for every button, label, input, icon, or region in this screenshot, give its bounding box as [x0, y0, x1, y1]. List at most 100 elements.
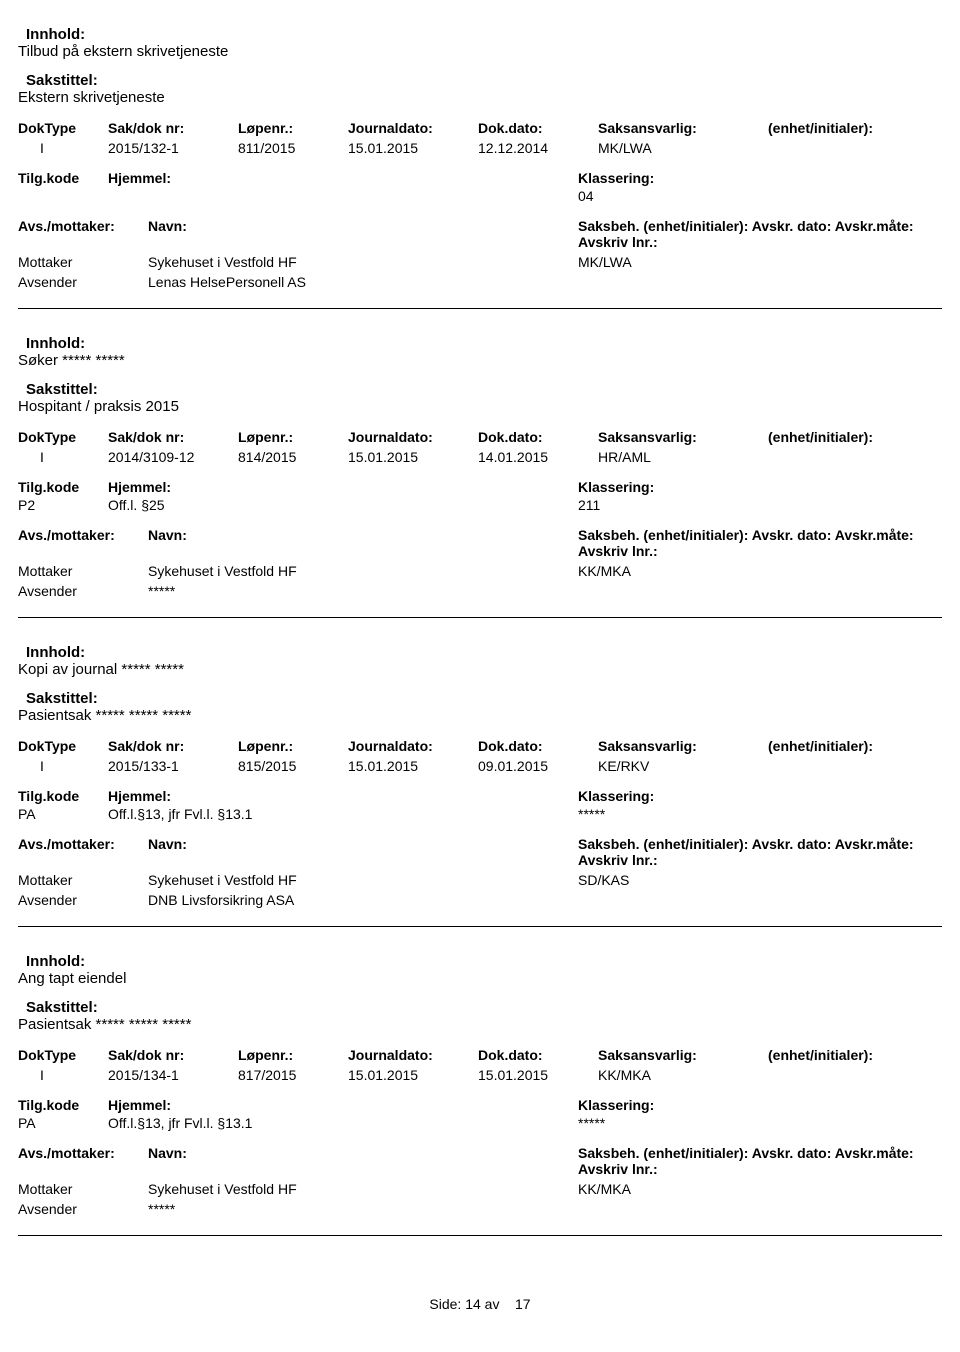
avsender-row: Avsender *****: [18, 583, 942, 599]
avsender-label: Avsender: [18, 892, 148, 908]
hdr-doktype: DokType: [18, 429, 108, 445]
page-footer: Side: 14 av 17: [18, 1296, 942, 1312]
val-klassering: *****: [578, 806, 778, 822]
hdr-saksbeh: Saksbeh. (enhet/initialer): Avskr. dato:…: [578, 527, 938, 559]
sakstittel-value: Pasientsak ***** ***** *****: [18, 1016, 942, 1033]
hdr-navn: Navn:: [148, 218, 338, 250]
journal-entry: Innhold: Ang tapt eiendel Sakstittel: Pa…: [18, 927, 942, 1217]
avsender-navn: *****: [148, 583, 338, 599]
val-journaldato: 15.01.2015: [348, 449, 478, 465]
hdr-tilgkode: Tilg.kode: [18, 1097, 108, 1113]
avsender-navn: DNB Livsforsikring ASA: [148, 892, 338, 908]
hdr-lopenr: Løpenr.:: [238, 738, 348, 754]
side-label: Side:: [429, 1296, 461, 1312]
avsender-row: Avsender *****: [18, 1201, 942, 1217]
page-total: 17: [515, 1296, 531, 1312]
val-tilgkode: PA: [18, 806, 108, 822]
val-klassering: 211: [578, 497, 778, 513]
meta-row: I 2015/134-1 817/2015 15.01.2015 15.01.2…: [18, 1067, 942, 1083]
mottaker-navn: Sykehuset i Vestfold HF: [148, 872, 338, 888]
hdr-sakdoknr: Sak/dok nr:: [108, 1047, 238, 1063]
hdr-journaldato: Journaldato:: [348, 1047, 478, 1063]
val-sakdoknr: 2015/133-1: [108, 758, 238, 774]
val-dokdato: 15.01.2015: [478, 1067, 598, 1083]
avsender-navn: Lenas HelsePersonell AS: [148, 274, 338, 290]
sakstittel-label: Sakstittel:: [26, 381, 942, 398]
val-journaldato: 15.01.2015: [348, 140, 478, 156]
val-saksansvarlig: KE/RKV: [598, 758, 768, 774]
hdr-saksansvarlig: Saksansvarlig:: [598, 120, 768, 136]
val-klassering: *****: [578, 1115, 778, 1131]
hdr-klassering: Klassering:: [578, 170, 778, 186]
avsender-label: Avsender: [18, 1201, 148, 1217]
mottaker-label: Mottaker: [18, 872, 148, 888]
meta-row: I 2015/132-1 811/2015 15.01.2015 12.12.2…: [18, 140, 942, 156]
sakstittel-value: Ekstern skrivetjeneste: [18, 89, 942, 106]
val-doktype: I: [18, 758, 108, 774]
innhold-label: Innhold:: [26, 335, 942, 352]
meta-header: DokType Sak/dok nr: Løpenr.: Journaldato…: [18, 429, 942, 445]
innhold-value: Ang tapt eiendel: [18, 970, 942, 987]
journal-entry: Innhold: Tilbud på ekstern skrivetjenest…: [18, 0, 942, 290]
hdr-tilgkode: Tilg.kode: [18, 170, 108, 186]
innhold-label: Innhold:: [26, 26, 942, 43]
hdr-hjemmel: Hjemmel:: [108, 1097, 328, 1113]
avsender-row: Avsender Lenas HelsePersonell AS: [18, 274, 942, 290]
entries-container: Innhold: Tilbud på ekstern skrivetjenest…: [18, 0, 942, 1236]
mottaker-navn: Sykehuset i Vestfold HF: [148, 1181, 338, 1197]
hdr-doktype: DokType: [18, 738, 108, 754]
hdr-journaldato: Journaldato:: [348, 738, 478, 754]
tilg-kls-row: P2 Off.l. §25 211: [18, 497, 942, 513]
page-current: 14 av: [465, 1296, 499, 1312]
meta-row: I 2014/3109-12 814/2015 15.01.2015 14.01…: [18, 449, 942, 465]
mottaker-row: Mottaker Sykehuset i Vestfold HF MK/LWA: [18, 254, 942, 270]
tilg-kls-header: Tilg.kode Hjemmel: Klassering:: [18, 170, 942, 186]
hdr-journaldato: Journaldato:: [348, 429, 478, 445]
mottaker-row: Mottaker Sykehuset i Vestfold HF KK/MKA: [18, 1181, 942, 1197]
mottaker-row: Mottaker Sykehuset i Vestfold HF SD/KAS: [18, 872, 942, 888]
hdr-doktype: DokType: [18, 1047, 108, 1063]
hdr-navn: Navn:: [148, 836, 338, 868]
hdr-lopenr: Løpenr.:: [238, 1047, 348, 1063]
sakstittel-value: Hospitant / praksis 2015: [18, 398, 942, 415]
val-tilgkode: PA: [18, 1115, 108, 1131]
hdr-journaldato: Journaldato:: [348, 120, 478, 136]
hdr-sakdoknr: Sak/dok nr:: [108, 120, 238, 136]
meta-header: DokType Sak/dok nr: Løpenr.: Journaldato…: [18, 1047, 942, 1063]
val-doktype: I: [18, 140, 108, 156]
avs-header: Avs./mottaker: Navn: Saksbeh. (enhet/ini…: [18, 218, 942, 250]
mottaker-row: Mottaker Sykehuset i Vestfold HF KK/MKA: [18, 563, 942, 579]
hdr-avsmottaker: Avs./mottaker:: [18, 1145, 148, 1177]
hdr-dokdato: Dok.dato:: [478, 120, 598, 136]
val-doktype: I: [18, 449, 108, 465]
val-sakdoknr: 2015/132-1: [108, 140, 238, 156]
hdr-hjemmel: Hjemmel:: [108, 170, 328, 186]
tilg-kls-row: 04: [18, 188, 942, 204]
mottaker-navn: Sykehuset i Vestfold HF: [148, 254, 338, 270]
avs-header: Avs./mottaker: Navn: Saksbeh. (enhet/ini…: [18, 527, 942, 559]
hdr-dokdato: Dok.dato:: [478, 738, 598, 754]
hdr-sakdoknr: Sak/dok nr:: [108, 429, 238, 445]
hdr-lopenr: Løpenr.:: [238, 429, 348, 445]
avsender-navn: *****: [148, 1201, 338, 1217]
val-hjemmel: [108, 188, 328, 204]
avsender-label: Avsender: [18, 583, 148, 599]
avs-header: Avs./mottaker: Navn: Saksbeh. (enhet/ini…: [18, 836, 942, 868]
tilg-kls-header: Tilg.kode Hjemmel: Klassering:: [18, 1097, 942, 1113]
hdr-tilgkode: Tilg.kode: [18, 479, 108, 495]
tilg-kls-row: PA Off.l.§13, jfr Fvl.l. §13.1 *****: [18, 1115, 942, 1131]
innhold-label: Innhold:: [26, 953, 942, 970]
val-dokdato: 14.01.2015: [478, 449, 598, 465]
hdr-dokdato: Dok.dato:: [478, 429, 598, 445]
val-saksansvarlig: HR/AML: [598, 449, 768, 465]
val-hjemmel: Off.l. §25: [108, 497, 328, 513]
avsender-label: Avsender: [18, 274, 148, 290]
hdr-klassering: Klassering:: [578, 479, 778, 495]
hdr-enhetinit: (enhet/initialer):: [768, 1047, 938, 1063]
avsender-row: Avsender DNB Livsforsikring ASA: [18, 892, 942, 908]
val-dokdato: 09.01.2015: [478, 758, 598, 774]
hdr-avsmottaker: Avs./mottaker:: [18, 527, 148, 559]
hdr-lopenr: Løpenr.:: [238, 120, 348, 136]
hdr-enhetinit: (enhet/initialer):: [768, 429, 938, 445]
hdr-hjemmel: Hjemmel:: [108, 788, 328, 804]
